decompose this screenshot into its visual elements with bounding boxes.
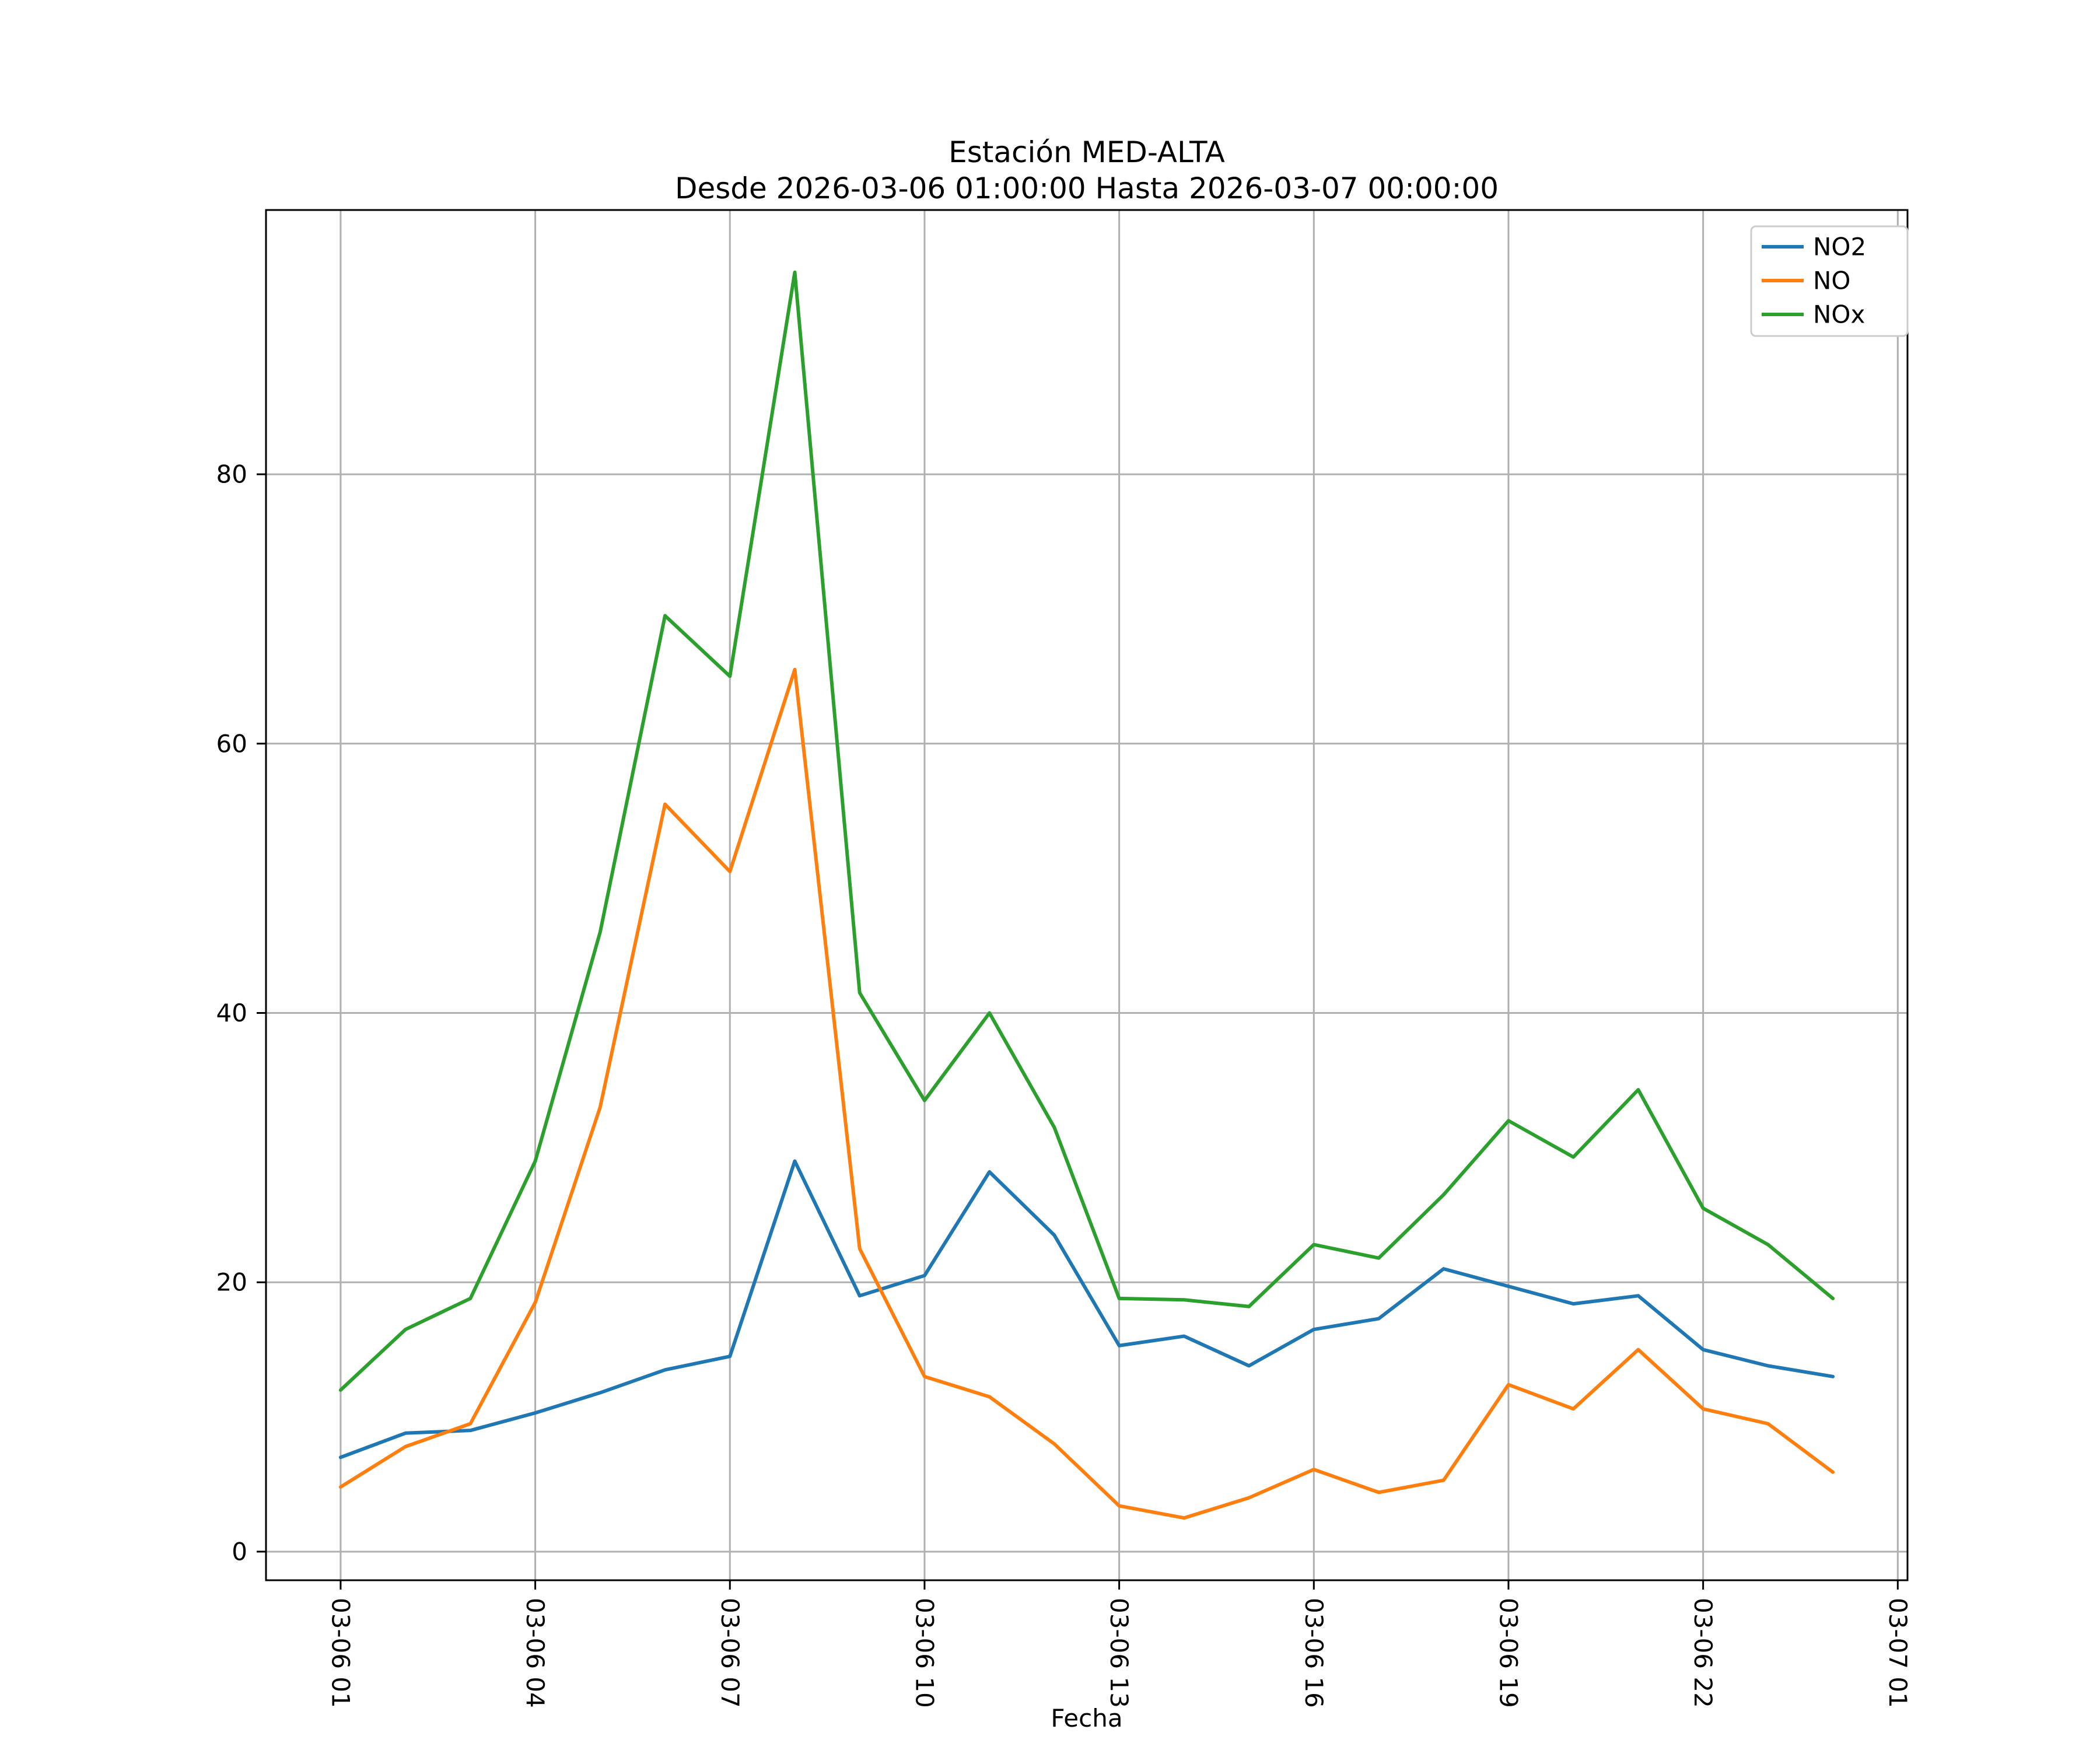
y-tick-label: 0 — [232, 1537, 247, 1566]
axes-border — [265, 209, 1909, 1581]
legend-label-no2: NO2 — [1813, 233, 1866, 261]
x-tick-label: 03-06 04 — [521, 1598, 550, 1708]
x-tick-label: 03-06 10 — [910, 1598, 939, 1708]
legend-box — [1750, 225, 1909, 337]
series-line-nox — [338, 270, 1835, 1392]
x-tick-label: 03-07 01 — [1884, 1598, 1912, 1708]
y-tick-label: 60 — [216, 729, 247, 758]
chart-title: Estación MED-ALTA — [949, 135, 1225, 169]
x-tick-label: 03-06 22 — [1689, 1598, 1717, 1708]
x-tick-label: 03-06 01 — [326, 1598, 355, 1708]
legend-label-no: NO — [1813, 267, 1850, 295]
x-tick-label: 03-06 07 — [716, 1598, 744, 1708]
legend-label-nox: NOx — [1813, 300, 1865, 329]
chart-subtitle: Desde 2026-03-06 01:00:00 Hasta 2026-03-… — [675, 172, 1499, 205]
series-line-no — [338, 667, 1835, 1520]
y-tick-label: 20 — [216, 1268, 247, 1297]
series-line-no2 — [338, 1159, 1835, 1460]
y-tick-label: 80 — [216, 460, 247, 489]
x-tick-label: 03-06 19 — [1494, 1598, 1522, 1708]
x-axis-label: Fecha — [1051, 1704, 1122, 1732]
x-tick-label: 03-06 16 — [1300, 1598, 1328, 1708]
y-tick-label: 40 — [216, 999, 247, 1027]
x-tick-label: 03-06 13 — [1105, 1598, 1133, 1708]
plot-area: 03-06 01 03-06 04 03-06 07 03-06 10 03-06 13… — [216, 209, 1912, 1708]
